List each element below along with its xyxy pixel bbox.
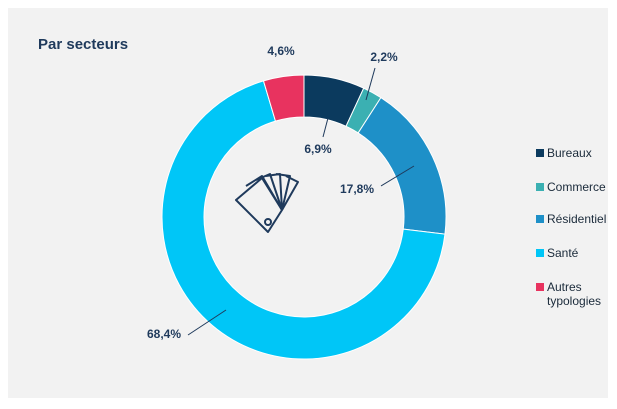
legend-label: Commerce — [547, 180, 606, 194]
legend-swatch — [536, 283, 544, 291]
legend-swatch — [536, 215, 544, 223]
legend-item: Santé — [536, 246, 617, 260]
legend-item: Résidentiel — [536, 212, 617, 226]
leader-line — [187, 309, 227, 336]
legend-label: Résidentiel — [547, 212, 607, 226]
legend-label: Bureaux — [547, 146, 592, 160]
legend-item: Commerce — [536, 180, 617, 194]
slice — [161, 80, 446, 360]
center-icon — [235, 173, 299, 233]
legend-swatch — [536, 249, 544, 257]
data-label: 6,9% — [304, 142, 332, 156]
legend: Bureaux Commerce Résidentiel Santé Autres ty… — [536, 0, 617, 409]
leader-line — [380, 165, 415, 187]
chart-title: Par secteurs — [38, 36, 128, 53]
data-label: 4,6% — [267, 44, 295, 58]
legend-label: Santé — [547, 246, 579, 260]
data-label: 68,4% — [147, 327, 181, 341]
leader-line — [365, 67, 376, 101]
legend-item: Autres typologies — [536, 280, 617, 308]
legend-item: Bureaux — [536, 146, 617, 160]
slice — [262, 74, 305, 122]
leader-line — [322, 117, 329, 138]
legend-swatch — [536, 183, 544, 191]
legend-label: Autres typologies — [547, 280, 602, 308]
data-label: 2,2% — [370, 50, 398, 64]
legend-swatch — [536, 149, 544, 157]
data-label: 17,8% — [340, 182, 374, 196]
